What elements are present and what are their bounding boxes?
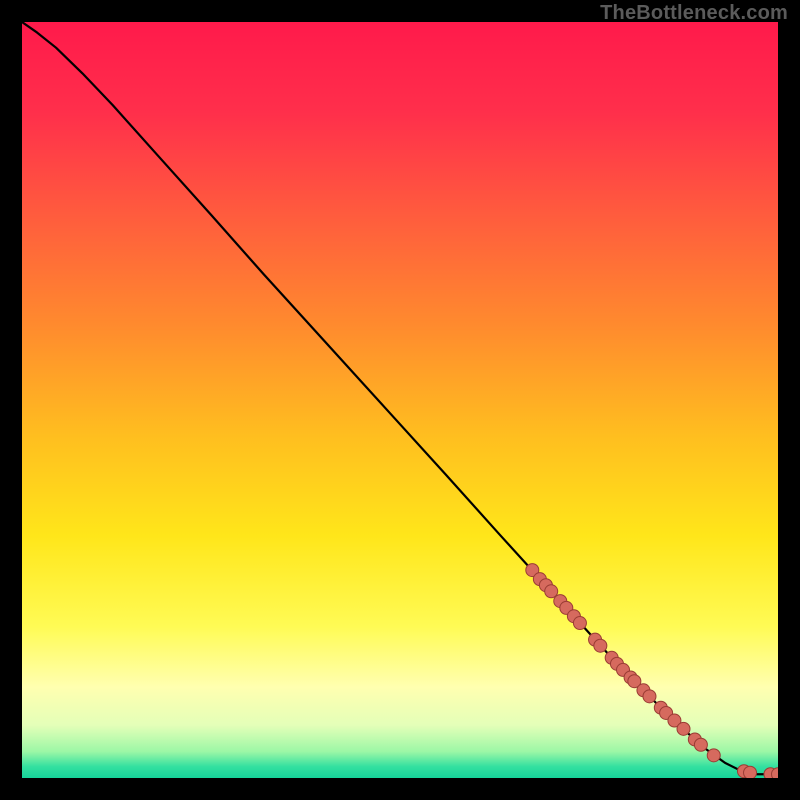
plot-area — [22, 22, 778, 778]
bottleneck-curve — [22, 22, 778, 778]
data-marker — [594, 639, 607, 652]
data-marker — [573, 617, 586, 630]
chart-frame: TheBottleneck.com — [0, 0, 800, 800]
data-marker — [694, 738, 707, 751]
data-marker — [707, 749, 720, 762]
data-marker — [643, 690, 656, 703]
data-marker — [677, 722, 690, 735]
marker-group — [526, 564, 778, 778]
watermark-text: TheBottleneck.com — [600, 2, 788, 25]
data-marker — [744, 766, 757, 778]
